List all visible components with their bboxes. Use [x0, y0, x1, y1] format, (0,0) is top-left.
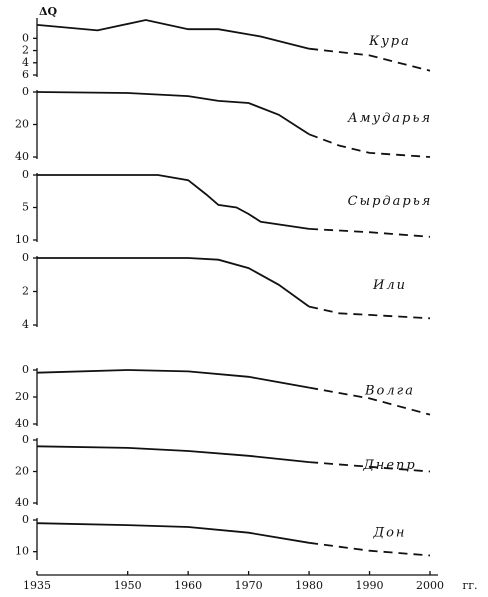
observed-line — [36, 369, 310, 389]
x-tick-label: 1980 — [295, 579, 323, 592]
panel-title: Дон — [373, 526, 407, 541]
x-tick-label: 1950 — [114, 579, 142, 592]
panel-title: Кура — [368, 34, 411, 49]
observed-line — [36, 19, 310, 50]
observed-line — [36, 522, 310, 544]
y-tick-label: 4 — [22, 318, 29, 331]
projected-line — [308, 133, 431, 158]
y-tick-label: 0 — [22, 513, 29, 526]
projected-line — [309, 461, 431, 473]
projected-line — [308, 541, 431, 557]
x-tick-label: 2000 — [416, 579, 444, 592]
x-tick-label: 1935 — [23, 579, 51, 592]
panel-title: Волга — [364, 384, 415, 399]
y-tick-label: 20 — [15, 390, 29, 403]
y-tick-label: 0 — [22, 31, 29, 44]
projected-line — [308, 305, 431, 320]
y-tick-label: 2 — [22, 285, 29, 298]
y-tick-label: 5 — [22, 201, 29, 214]
y-tick-label: 0 — [22, 85, 29, 98]
y-tick-label: 10 — [15, 545, 29, 558]
x-axis-label: гг. — [462, 579, 477, 592]
panel-title: Или — [372, 278, 407, 293]
projected-line — [308, 386, 431, 416]
y-tick-label: 6 — [22, 68, 29, 81]
y-tick-label: 0 — [22, 168, 29, 181]
x-tick-label: 1960 — [174, 579, 202, 592]
panel-title: Днепр — [362, 458, 417, 473]
y-tick-label: 0 — [22, 251, 29, 264]
projected-line — [309, 228, 431, 238]
observed-line — [37, 174, 310, 230]
y-axis-label: ΔQ — [39, 5, 58, 18]
y-tick-label: 10 — [15, 233, 29, 246]
x-tick-label: 1970 — [235, 579, 263, 592]
y-tick-label: 20 — [15, 465, 29, 478]
y-tick-label: 40 — [15, 150, 29, 163]
y-tick-label: 0 — [22, 433, 29, 446]
y-tick-label: 20 — [15, 118, 29, 131]
projected-line — [309, 47, 431, 72]
y-tick-label: 40 — [15, 496, 29, 509]
panel-title: Амударья — [347, 111, 432, 126]
observed-line — [36, 445, 310, 463]
x-tick-label: 1990 — [356, 579, 384, 592]
observed-line — [36, 91, 310, 136]
y-tick-label: 2 — [22, 44, 29, 57]
observed-line — [37, 257, 310, 308]
panel-title: Сырдарья — [348, 194, 433, 209]
y-tick-label: 40 — [15, 417, 29, 430]
y-tick-label: 4 — [22, 56, 29, 69]
y-tick-label: 0 — [22, 363, 29, 376]
